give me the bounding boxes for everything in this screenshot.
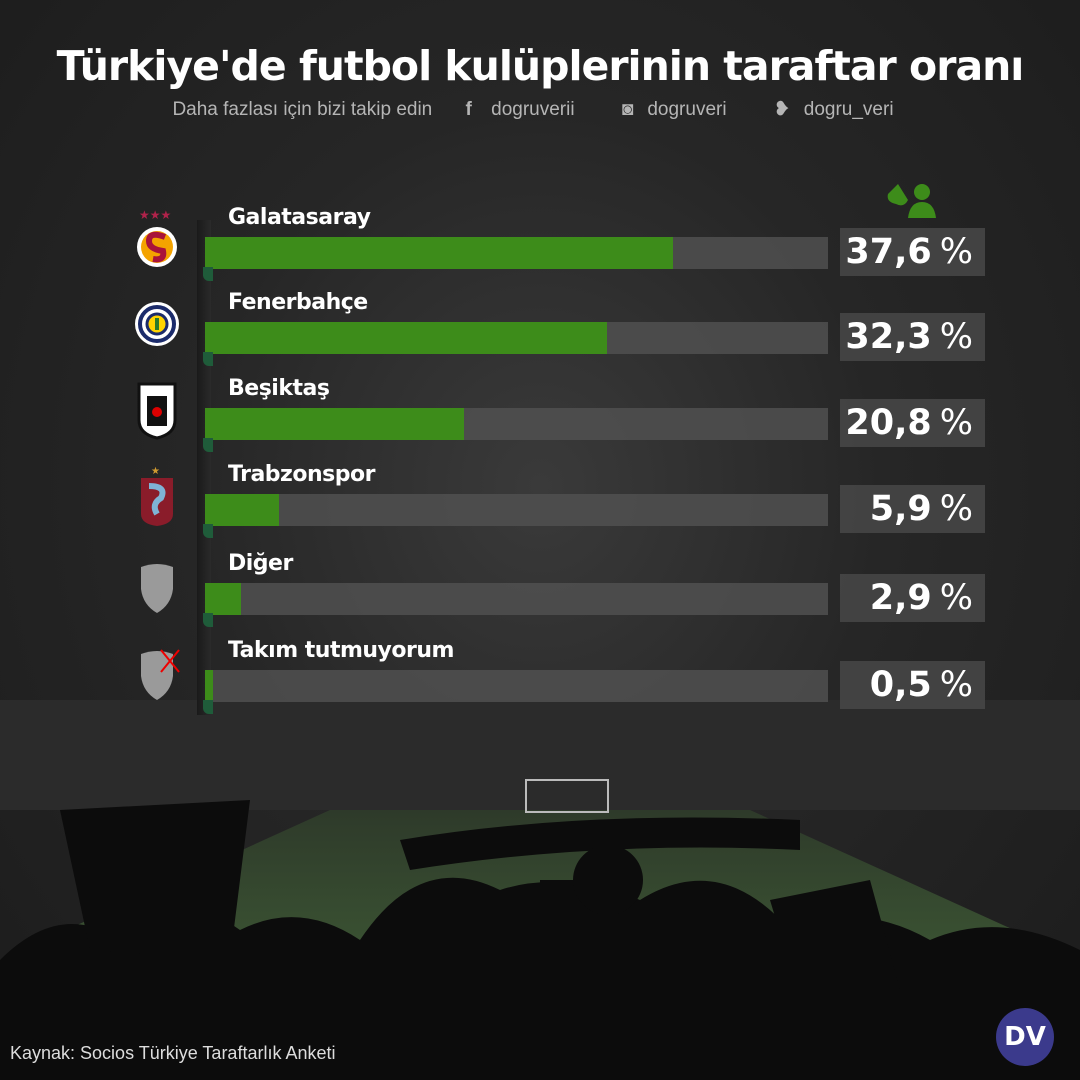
bar	[205, 322, 607, 354]
value-unit: %	[939, 578, 973, 618]
bar-fold	[203, 438, 213, 452]
club-logo-icon: ★	[133, 464, 181, 526]
bar-fold	[203, 267, 213, 281]
instagram-icon: ◙	[621, 99, 634, 120]
club-logo-icon	[133, 553, 181, 615]
club-logo-icon: ★★★	[133, 207, 181, 269]
value-unit: %	[939, 665, 973, 705]
bar-label: Beşiktaş	[228, 376, 330, 401]
value-label: 32,3%	[840, 313, 985, 361]
page-title: Türkiye'de futbol kulüplerinin taraftar …	[56, 42, 1025, 90]
brand-logo: DV	[996, 1008, 1054, 1066]
bar	[205, 237, 673, 269]
social-facebook[interactable]: f dogruverii	[466, 99, 589, 120]
value-label: 2,9%	[840, 574, 985, 622]
bar-track	[205, 237, 828, 269]
bar-label: Fenerbahçe	[228, 290, 368, 315]
twitter-handle: dogru_veri	[803, 99, 894, 120]
value-label: 5,9%	[840, 485, 985, 533]
club-logo-icon	[133, 640, 181, 702]
bar	[205, 408, 464, 440]
value-number: 20,8	[845, 403, 932, 443]
source-note: Kaynak: Socios Türkiye Taraftarlık Anket…	[10, 1043, 336, 1063]
value-number: 0,5	[869, 665, 932, 705]
value-unit: %	[939, 232, 973, 272]
value-number: 5,9	[869, 489, 932, 529]
bar-label: Diğer	[228, 551, 293, 576]
club-logo-icon	[133, 378, 181, 440]
bar-label: Takım tutmuyorum	[228, 638, 454, 663]
bar	[205, 670, 213, 702]
value-unit: %	[939, 317, 973, 357]
bar-spine	[197, 220, 211, 715]
svg-text:★: ★	[151, 466, 160, 477]
twitter-icon: ❥	[773, 99, 790, 120]
value-number: 2,9	[869, 578, 932, 618]
value-unit: %	[939, 489, 973, 529]
social-twitter[interactable]: ❥ dogru_veri	[774, 99, 908, 120]
bar-track	[205, 583, 828, 615]
value-unit: %	[939, 403, 973, 443]
value-label: 37,6%	[840, 228, 985, 276]
instagram-handle: dogruveri	[647, 99, 727, 120]
bar-label: Trabzonspor	[228, 462, 375, 487]
subtitle: Daha fazlası için bizi takip edin f dogr…	[0, 98, 1080, 121]
stadium-background	[0, 700, 1080, 1080]
bar-fold	[203, 613, 213, 627]
bar	[205, 583, 241, 615]
bar-fold	[203, 524, 213, 538]
bar-fold	[203, 700, 213, 714]
follow-text: Daha fazlası için bizi takip edin	[172, 99, 433, 120]
bar-fold	[203, 352, 213, 366]
bar-track	[205, 408, 828, 440]
facebook-icon: f	[465, 99, 472, 120]
svg-text:★★★: ★★★	[139, 208, 171, 222]
value-label: 20,8%	[840, 399, 985, 447]
value-number: 37,6	[845, 232, 932, 272]
facebook-handle: dogruverii	[491, 99, 575, 120]
bar-track	[205, 494, 828, 526]
bar-track	[205, 322, 828, 354]
value-label: 0,5%	[840, 661, 985, 709]
bar-label: Galatasaray	[228, 205, 371, 230]
bar-track	[205, 670, 828, 702]
bar	[205, 494, 279, 526]
fans-icon	[884, 182, 936, 222]
social-instagram[interactable]: ◙ dogruveri	[622, 99, 741, 120]
club-logo-icon	[133, 292, 181, 354]
value-number: 32,3	[845, 317, 932, 357]
